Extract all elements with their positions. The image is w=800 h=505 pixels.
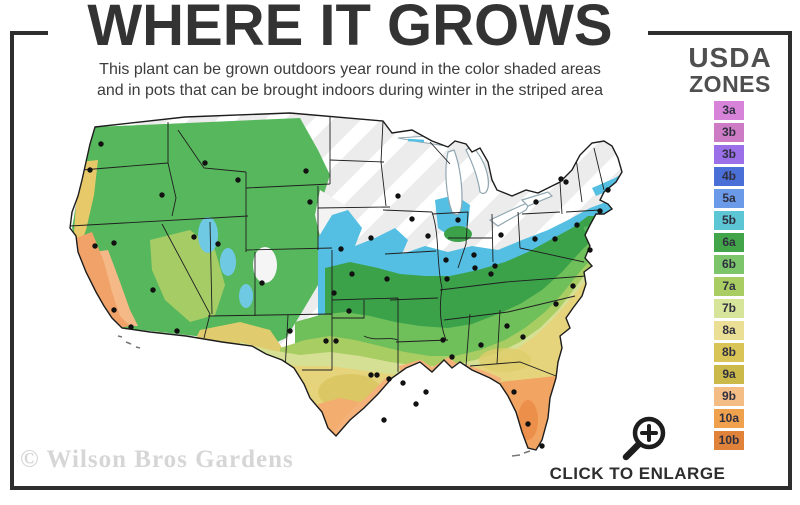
zones-label: ZONES — [689, 71, 771, 97]
subtitle-line-2: and in pots that can be brought indoors … — [96, 82, 604, 99]
page-title: WHERE IT GROWS — [87, 0, 613, 58]
legend-swatch-3a: 3a — [714, 101, 744, 120]
subtitle-line-1: This plant can be grown outdoors year ro… — [99, 61, 601, 78]
legend-swatch-6b: 6b — [714, 255, 744, 274]
state-borders — [70, 116, 605, 391]
legend-swatch-3b: 3b — [714, 145, 744, 164]
usda-zones-legend-list: 3a 3b 3b 4b 5a 5b 6a 6b 7a 7b 8a 8b 9a 9b 10a 10b — [714, 101, 744, 453]
magnifying-glass-plus-icon[interactable] — [618, 410, 674, 471]
legend-swatch-7b: 7b — [714, 299, 744, 318]
legend-swatch-7a: 7a — [714, 277, 744, 296]
frame-title-gap — [48, 24, 648, 38]
legend-swatch-6a: 6a — [714, 233, 744, 252]
legend-swatch-4b: 4b — [714, 167, 744, 186]
click-to-enlarge-button[interactable]: CLICK TO ENLARGE — [549, 464, 726, 483]
islands — [117, 335, 531, 457]
city-dots — [87, 141, 611, 449]
usda-zones-heading: USDA ZONES — [680, 42, 780, 98]
usda-label: USDA — [688, 42, 772, 73]
us-outline — [69, 112, 623, 451]
legend-swatch-8a: 8a — [714, 321, 744, 340]
legend-swatch-3b: 3b — [714, 123, 744, 142]
legend-swatch-5b: 5b — [714, 211, 744, 230]
legend-swatch-9a: 9a — [714, 365, 744, 384]
legend-swatch-10b: 10b — [714, 431, 744, 450]
zone-shading — [70, 113, 622, 450]
legend-swatch-5a: 5a — [714, 189, 744, 208]
legend-swatch-10a: 10a — [714, 409, 744, 428]
legend-swatch-9b: 9b — [714, 387, 744, 406]
watermark: © Wilson Bros Gardens — [20, 446, 294, 473]
page-subtitle: This plant can be grown outdoors year ro… — [60, 59, 640, 101]
legend-swatch-8b: 8b — [714, 343, 744, 362]
